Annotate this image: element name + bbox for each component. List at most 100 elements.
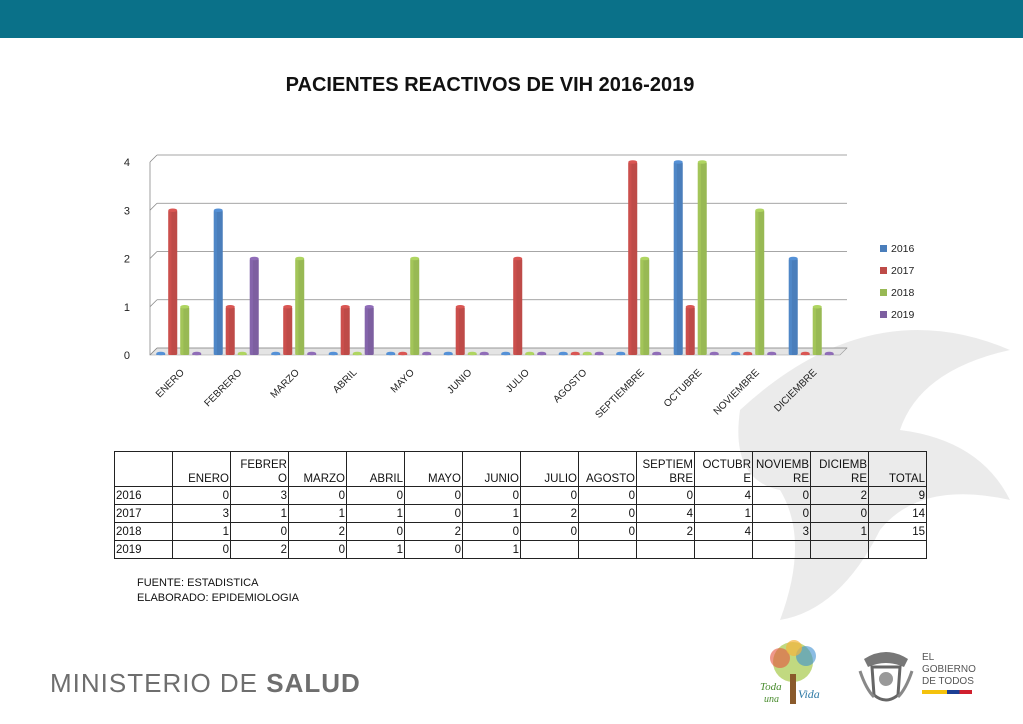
bar-2019-noviembre [767,351,777,356]
table-cell: 0 [578,486,637,505]
bar-2018-diciembre [812,304,822,355]
table-cell: 2 [810,486,869,505]
ministry-name-bold: SALUD [266,668,361,698]
legend-swatch-2016 [880,245,887,252]
legend-swatch-2018 [880,289,887,296]
chart-x-labels: ENERO FEBRERO MARZO ABRIL MAYO JUNIO JULIO AGOS… [154,367,820,421]
bar-2016-septiembre [616,351,626,356]
table-cell: 0 [288,486,347,505]
table-cell: 0 [520,486,579,505]
table-cell: 0 [172,486,231,505]
bar-2016-febrero [213,208,223,355]
bar-2017-enero [168,208,178,355]
table-cell: 3 [752,522,811,541]
bar-2017-septiembre [628,160,638,355]
table-header-row: ENERO FEBRERO MARZO ABRIL MAYO JUNIO JULIO AGOS… [114,451,927,487]
chart-y-ticks: 0 1 2 3 4 [124,157,130,362]
chart-bars [156,160,834,356]
table-row-label: 2019 [114,540,173,559]
table-cell: 1 [462,540,521,559]
bar-2018-octubre [697,160,707,355]
x-label-mayo: MAYO [389,367,417,395]
y-tick-label: 2 [124,254,130,266]
x-label-agosto: AGOSTO [551,367,589,405]
x-label-julio: JULIO [504,367,532,395]
table-cell: 1 [462,504,521,523]
table-cell: 2 [230,540,289,559]
bar-2018-noviembre [755,208,765,355]
bar-2018-marzo [295,256,305,355]
flag-stripe [922,690,972,694]
x-label-octubre: OCTUBRE [662,367,705,410]
table-row-label: 2017 [114,504,173,523]
bar-2019-mayo [422,351,432,356]
ministry-logo-text: MINISTERIO DE SALUD [50,668,361,699]
bar-2018-septiembre [640,256,650,355]
bar-2018-julio [525,351,535,356]
bar-2018-abril [352,351,362,356]
table-header-cell: MARZO [288,451,347,487]
bar-2019-marzo [307,351,317,356]
table-cell: 0 [636,486,695,505]
top-banner [0,0,1023,38]
table-header-cell: ENERO [172,451,231,487]
table-cell: 15 [868,522,927,541]
author-note: ELABORADO: EPIDEMIOLOGIA [137,592,299,604]
tree-text-vida: Vida [798,687,820,701]
bar-2016-abril [328,351,338,356]
table-cell: 1 [346,504,405,523]
table-cell: 0 [752,504,811,523]
gov-line-2: GOBIERNO [922,664,976,675]
table-row-label: 2016 [114,486,173,505]
bar-2019-julio [537,351,547,356]
bar-2018-junio [467,351,477,356]
table-cell: 0 [752,486,811,505]
bar-2016-mayo [386,351,396,356]
table-header-cell: NOVIEMBRE [752,451,811,487]
table-cell: 0 [346,522,405,541]
table-cell: 1 [346,540,405,559]
table-cell: 2 [636,522,695,541]
source-note: FUENTE: ESTADISTICA [137,577,259,589]
table-header-cell: ABRIL [346,451,405,487]
table-cell: 3 [230,486,289,505]
bar-2016-julio [501,351,511,356]
table-cell: 0 [578,522,637,541]
bar-2017-octubre [685,304,695,355]
table-header-cell: OCTUBRE [694,451,753,487]
bar-2017-noviembre [743,351,753,356]
table-cell: 0 [288,540,347,559]
legend-label-2018: 2018 [891,287,915,299]
bar-2016-octubre [673,160,683,355]
table-cell [578,540,637,559]
y-tick-label: 3 [124,205,130,217]
chart-legend: 2016 2017 2018 2019 [880,243,915,321]
table-cell: 0 [810,504,869,523]
x-label-septiembre: SEPTIEMBRE [594,367,648,421]
table-cell: 1 [810,522,869,541]
table-cell: 0 [404,540,463,559]
table-cell: 0 [404,486,463,505]
ministry-name-light: MINISTERIO DE [50,668,267,698]
table-header-cell: JULIO [520,451,579,487]
government-logo-text: EL GOBIERNO DE TODOS [922,652,976,688]
table-cell: 3 [172,504,231,523]
bar-2018-mayo [410,256,420,355]
bar-2016-agosto [558,351,568,356]
table-cell: 4 [694,486,753,505]
bar-2017-febrero [225,304,235,355]
table-cell: 2 [288,522,347,541]
bar-2016-marzo [271,351,281,356]
x-label-diciembre: DICIEMBRE [772,367,819,414]
x-label-junio: JUNIO [445,367,474,396]
x-label-marzo: MARZO [269,367,302,400]
bar-2019-octubre [709,351,719,356]
table-row: 2017 3 1 1 1 0 1 2 0 4 1 0 0 14 [114,504,927,523]
gridline-side [149,347,158,356]
page-title: PACIENTES REACTIVOS DE VIH 2016-2019 [285,74,695,96]
table-header-cell: JUNIO [462,451,521,487]
coat-of-arms-logo [858,652,914,702]
y-tick-label: 4 [124,157,130,169]
legend-label-2016: 2016 [891,243,915,255]
bar-2016-diciembre [788,256,798,355]
